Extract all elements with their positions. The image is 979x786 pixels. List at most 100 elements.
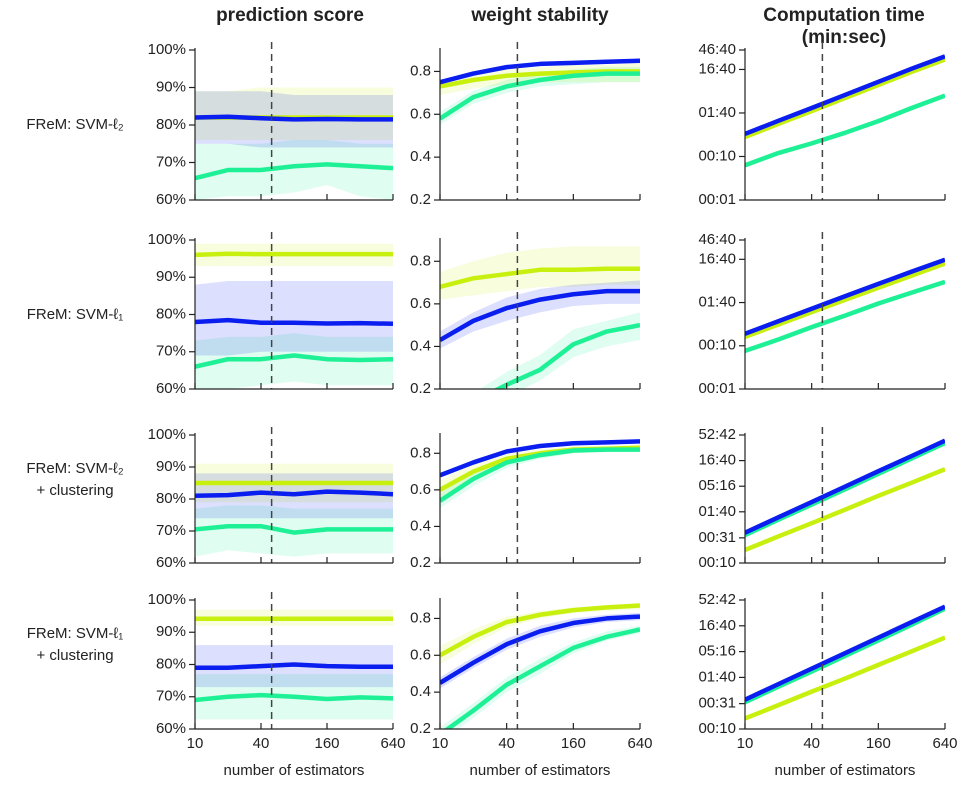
confidence-band	[195, 333, 393, 389]
series-line	[745, 261, 945, 340]
y-tick-label: 90%	[156, 78, 186, 95]
series-line	[195, 114, 393, 122]
row-label: FReM: SVM-ℓ₂	[26, 116, 124, 133]
series-line	[440, 288, 640, 342]
series-line	[195, 162, 393, 181]
column-title: (min:sec)	[802, 27, 886, 48]
confidence-band	[195, 140, 393, 200]
confidence-band	[440, 625, 640, 729]
plot-area	[745, 604, 945, 721]
y-tick-label: 0.2	[410, 554, 431, 571]
y-tick-label: 100%	[148, 231, 186, 248]
y-tick-label: 00:10	[698, 337, 736, 354]
column-title: weight stability	[470, 5, 609, 26]
series-line	[745, 54, 945, 137]
x-tick-label: 160	[314, 735, 339, 752]
y-tick-label: 52:42	[698, 426, 736, 443]
plot-area	[745, 54, 945, 168]
y-tick-label: 00:10	[698, 554, 736, 571]
y-tick-label: 05:16	[698, 477, 736, 494]
plot-area	[195, 463, 393, 557]
series-line	[745, 606, 945, 705]
y-tick-label: 100%	[148, 591, 186, 608]
y-tick-label: 52:42	[698, 591, 736, 608]
y-tick-label: 01:40	[698, 104, 736, 121]
panel: 0.2 0.4 0.6 0.8	[410, 427, 641, 571]
y-tick-label: 0.8	[410, 252, 431, 269]
confidence-band	[195, 87, 393, 140]
y-tick-label: 0.6	[410, 295, 431, 312]
plot-area	[440, 58, 640, 125]
row-label: + clustering	[36, 482, 113, 499]
panel: prediction score FReM: SVM-ℓ₂ 60% 70% 80% 90%…	[26, 5, 394, 208]
y-tick-label: 0.8	[410, 62, 431, 79]
x-tick-label: 10	[432, 735, 449, 752]
y-tick-label: 80%	[156, 116, 186, 133]
y-tick-label: 70%	[156, 343, 186, 360]
y-tick-label: 0.4	[410, 683, 431, 700]
y-tick-label: 0.6	[410, 105, 431, 122]
series-line	[745, 257, 945, 336]
series-line	[440, 614, 640, 685]
y-tick-label: 100%	[148, 41, 186, 58]
x-tick-label: 40	[498, 735, 515, 752]
series-line	[745, 635, 945, 721]
x-tick-label: 160	[561, 735, 586, 752]
panel: weight stability 0.2 0.4 0.6 0.8	[410, 5, 641, 208]
panel: 00:01 00:10 01:40 16:40 46:40	[698, 231, 946, 397]
panel: FReM: SVM-ℓ₂ + clustering 60% 70% 80% 90% 100%	[26, 426, 394, 571]
series-line	[443, 627, 640, 729]
series-line	[195, 317, 393, 327]
series-line	[195, 251, 393, 258]
y-tick-label: 16:40	[698, 60, 736, 77]
y-tick-label: 00:31	[698, 529, 736, 546]
plot-area	[440, 439, 640, 509]
panel: Computation time(min:sec) 00:01 00:10 01:40…	[698, 5, 946, 208]
y-tick-label: 00:01	[698, 380, 736, 397]
y-tick-label: 01:40	[698, 668, 736, 685]
panel: 0.2 0.4 0.6 0.8	[410, 232, 641, 397]
y-tick-label: 0.8	[410, 609, 431, 626]
y-tick-label: 46:40	[698, 41, 736, 58]
y-tick-label: 16:40	[698, 250, 736, 267]
y-tick-label: 46:40	[698, 231, 736, 248]
y-tick-label: 0.4	[410, 517, 431, 534]
y-tick-label: 0.6	[410, 646, 431, 663]
series-line	[440, 439, 640, 478]
panel: 00:10 00:31 01:40 05:16 16:40 52:42	[698, 426, 946, 571]
x-tick-label: 10	[737, 735, 754, 752]
y-tick-label: 80%	[156, 490, 186, 507]
x-axis-label: number of estimators	[470, 762, 611, 779]
y-tick-label: 00:31	[698, 695, 736, 712]
y-tick-label: 60%	[156, 554, 186, 571]
x-axis-label: number of estimators	[224, 762, 365, 779]
series-line	[440, 266, 640, 290]
series-line	[195, 353, 393, 369]
series-line	[440, 58, 640, 85]
y-tick-label: 80%	[156, 655, 186, 672]
panel: FReM: SVM-ℓ₁ 60% 70% 80% 90% 100%	[27, 231, 394, 397]
x-tick-label: 640	[932, 735, 957, 752]
y-tick-label: 00:01	[698, 191, 736, 208]
series-line	[745, 279, 945, 354]
y-tick-label: 80%	[156, 305, 186, 322]
y-tick-label: 0.8	[410, 444, 431, 461]
plot-area	[195, 87, 393, 200]
series-line	[440, 71, 640, 121]
series-line	[745, 57, 945, 140]
plot-area	[745, 257, 945, 354]
plot-area	[195, 609, 393, 720]
y-tick-label: 0.2	[410, 191, 431, 208]
y-tick-label: 70%	[156, 688, 186, 705]
confidence-band	[440, 246, 640, 300]
series-line	[195, 662, 393, 670]
y-tick-label: 16:40	[698, 617, 736, 634]
x-axis-label: number of estimators	[775, 762, 916, 779]
y-tick-label: 01:40	[698, 294, 736, 311]
plot-area	[195, 243, 393, 389]
panel: 00:10 00:31 01:40 05:16 16:40 52:42 10 40 160 640…	[698, 591, 957, 779]
y-tick-label: 0.2	[410, 720, 431, 737]
y-tick-label: 60%	[156, 720, 186, 737]
